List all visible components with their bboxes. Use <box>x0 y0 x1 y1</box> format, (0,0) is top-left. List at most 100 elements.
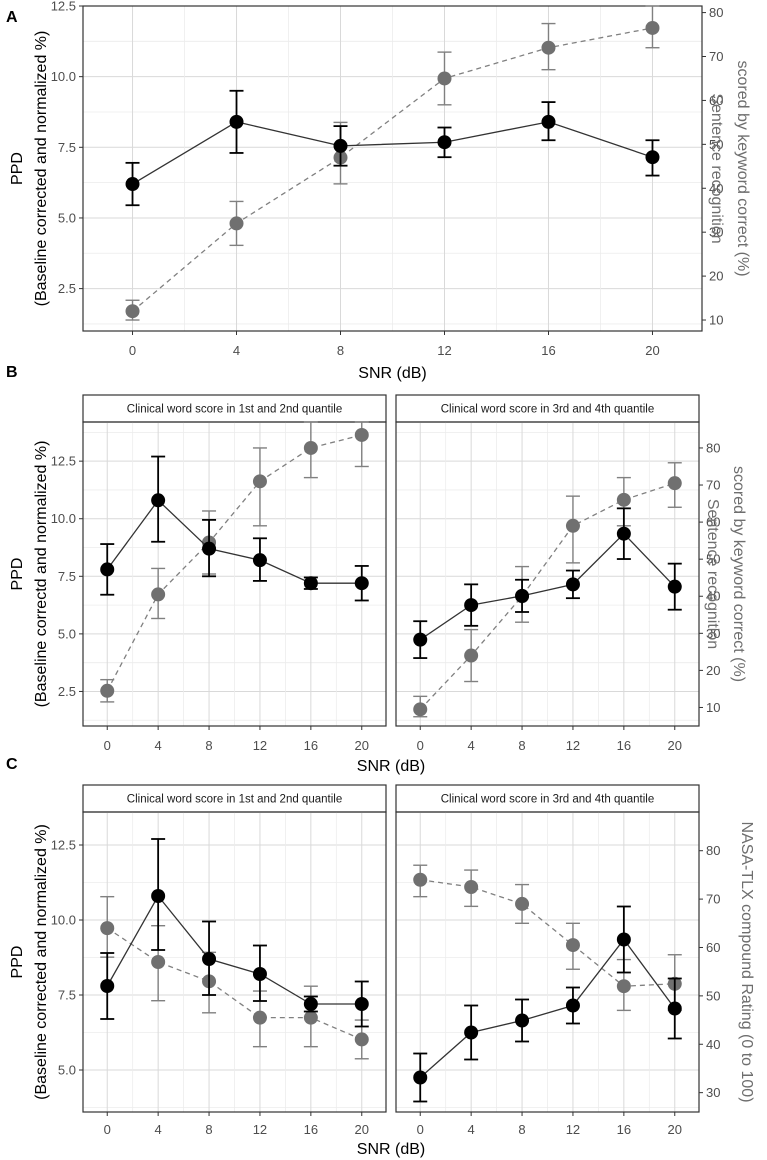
panel-a-facet-1-x-tick-label: 4 <box>233 343 240 358</box>
panel-b-facet-1-series-ppd-point <box>252 553 267 568</box>
panel-c-y-left-title-line-2: (Baseline corrected and normalized %) <box>33 824 50 1100</box>
panel-c-facet-2-series-ppd-line <box>419 938 676 1078</box>
panel-b-facet-2-series-ppd-point <box>616 526 631 541</box>
panel-a-facet-1-series-secondary <box>125 5 660 321</box>
panel-c-facet-1-series-secondary-point <box>252 1010 267 1025</box>
panel-b-facet-2-x-tick-label: 0 <box>417 738 424 753</box>
panel-a-facet-1-series-ppd-point <box>333 138 348 153</box>
panel-c-facet-1-series-ppd-point <box>151 889 166 903</box>
panel-c-facet-1-series-secondary <box>100 895 369 1060</box>
panel-c-facet-1-series-ppd <box>100 838 369 1028</box>
panel-b-facet-1-x-tick-label: 8 <box>205 738 212 753</box>
panel-a-x-axis-title: SNR (dB) <box>358 365 426 382</box>
panel-b-facet-1-series-ppd-point <box>202 541 217 556</box>
panel-c-facet-2-x-tick-label: 16 <box>617 1122 631 1137</box>
panel-b-facet-1-x-tick-label: 12 <box>253 738 267 753</box>
panel-b-facet-1-series-secondary-line <box>106 434 362 692</box>
panel-b-y-right-title-line-2: scored by keyword correct (%) <box>730 466 747 682</box>
panel-b-facet-1-series-secondary <box>100 421 369 703</box>
panel-b-facet-1-series-ppd-point <box>100 562 115 577</box>
panel-a-facet-1-y-right-tick-label: 10 <box>709 313 723 328</box>
panel-b-facet-1-series-secondary-point <box>252 474 267 489</box>
panel-c-facet-1-x-tick-label: 16 <box>304 1122 318 1137</box>
panel-b-facet-2-series-secondary-point <box>565 518 580 533</box>
panel-c-facet-1-series-secondary-point <box>100 921 115 936</box>
panel-b-facet-2-x-tick-label: 16 <box>617 738 631 753</box>
panel-a-facet-1-series-secondary-point <box>541 40 556 55</box>
panel-a-y-left-title-line-2: (Baseline corrected and normalized %) <box>33 31 50 307</box>
panel-b-facet-1-y-left-tick-label: 10.0 <box>51 511 76 526</box>
panel-c-facet-2-y-right-tick-label: 80 <box>706 843 720 858</box>
panel-b-facet-2-y-right-tick-label: 80 <box>706 440 720 455</box>
panel-c-facet-2-series-secondary-line <box>420 879 675 987</box>
panel-c-y-left-title-line-1: PPD <box>9 946 26 979</box>
panel-c-facet-1-series-ppd-point <box>252 967 267 981</box>
panel-c-facet-1-strip <box>82 784 387 813</box>
panel-c-label: C <box>6 756 18 773</box>
panel-a-label: A <box>6 9 18 26</box>
panel-c-facet-2-series-secondary-point <box>413 872 428 887</box>
panel-b-facet-1-y-left-tick-label: 5.0 <box>58 626 76 641</box>
panel-c-facet-2-x-tick-label: 12 <box>566 1122 580 1137</box>
panel-b-facet-2-y-right-tick-label: 70 <box>706 478 720 493</box>
panel-a-facet-1-series-secondary-point <box>125 304 140 319</box>
panel-a-facet-1-y-right-tick-label: 40 <box>709 181 723 196</box>
panel-a-facet-1-y-right-tick-label: 70 <box>709 49 723 64</box>
panel-b-facet-1-x-tick-label: 4 <box>155 738 162 753</box>
panel-a-facet-1-series-ppd-point <box>645 150 660 165</box>
panel-c-facet-1-series-secondary-point <box>151 955 166 969</box>
panel-b-facet-2-series-ppd <box>413 507 682 659</box>
panel-c-facet-2-series-ppd-point <box>565 998 580 1013</box>
panel-c-facet-1-strip-title: Clinical word score in 1st and 2nd quant… <box>127 794 342 806</box>
panel-c-facet-1-series-ppd-line <box>106 894 362 1005</box>
panel-b-facet-1-border <box>82 421 387 727</box>
panel-c-facet-1-series-ppd-point <box>354 997 369 1011</box>
panel-b-facet-1-strip-title: Clinical word score in 1st and 2nd quant… <box>127 404 342 416</box>
panel-c-facet-1-y-left-tick-label: 5.0 <box>58 1063 76 1078</box>
panel-c-facet-2-series-secondary-point <box>616 979 631 994</box>
panel-c-facet-2-x-tick-label: 8 <box>518 1122 525 1137</box>
panel-c-facet-2-series-secondary-point <box>565 938 580 953</box>
panel-b-y-right-title-line-1: Sentence recognition <box>704 499 721 649</box>
panel-b-y-left-title-line-1: PPD <box>9 558 26 591</box>
panel-a-facet-1-y-left-tick-label: 12.5 <box>51 0 76 14</box>
panel-b-facet-2-y-right-tick-label: 10 <box>706 700 720 715</box>
panel-a-facet-1-x-tick-label: 12 <box>437 343 451 358</box>
panel-a-y-left-title-line-1: PPD <box>9 152 26 185</box>
panel-b-facet-1-series-secondary-point <box>100 683 115 698</box>
panel-c-facet-2-y-right-tick-label: 40 <box>706 1037 720 1052</box>
panel-b-facet-2-series-secondary-point <box>464 648 479 663</box>
panel-b-facet-2-y-right-tick-label: 30 <box>706 626 720 641</box>
panel-c-facet-2-y-right-tick-label: 50 <box>706 988 720 1003</box>
panel-b-facet-2-x-tick-label: 20 <box>668 738 682 753</box>
panel-a-facet-1-y-left-tick-label: 5.0 <box>58 210 76 225</box>
panel-c-facet-1-x-tick-label: 20 <box>355 1122 369 1137</box>
panel-b-facet-1-y-left-tick-label: 7.5 <box>58 569 76 584</box>
panel-b-facet-2-x-tick-label: 8 <box>518 738 525 753</box>
panel-c-facet-1-x-tick-label: 0 <box>104 1122 111 1137</box>
panel-b-label: B <box>6 364 18 381</box>
panel-a-facet-1-x-tick-label: 0 <box>129 343 136 358</box>
panel-a-facet-1-series-secondary-point <box>645 20 660 35</box>
panel-b-facet-1-y-left-tick-label: 2.5 <box>58 684 76 699</box>
panel-b-facet-2-y-right-tick-label: 20 <box>706 663 720 678</box>
panel-c-x-axis-title: SNR (dB) <box>357 1141 425 1158</box>
panel-c-facet-2-series-ppd-point <box>616 932 631 947</box>
panel-b-facet-1-x-tick-label: 20 <box>355 738 369 753</box>
panel-c-facet-2-series-secondary-point <box>464 880 479 894</box>
panel-a-facet-1-y-right-tick-label: 80 <box>709 5 723 20</box>
panel-b-facet-1-series-ppd-point <box>354 576 369 591</box>
panel-c-facet-1-series-secondary-point <box>303 1010 318 1025</box>
panel-b-y-left-title-line-2: (Baseline correctd and normalized %) <box>33 441 50 708</box>
panel-c-facet-2-border <box>395 811 700 1113</box>
panel-a-facet-1-border <box>82 5 703 332</box>
panel-b-facet-2-y-right-tick-label: 50 <box>706 552 720 567</box>
panel-a-facet-1-y-left-tick-label: 7.5 <box>58 140 76 155</box>
panel-c-facet-1-series-ppd-point <box>100 979 115 993</box>
panel-a-facet-1-series-ppd-line <box>132 121 653 185</box>
panel-c-facet-2-x-tick-label: 4 <box>468 1122 475 1137</box>
panel-b-facet-1-series-secondary-point <box>354 427 369 442</box>
panel-b-facet-1-series-ppd-point <box>151 493 166 508</box>
panel-b-facet-1-series-ppd-point <box>303 576 318 591</box>
panel-b-facet-2-series-secondary-point <box>616 492 631 507</box>
